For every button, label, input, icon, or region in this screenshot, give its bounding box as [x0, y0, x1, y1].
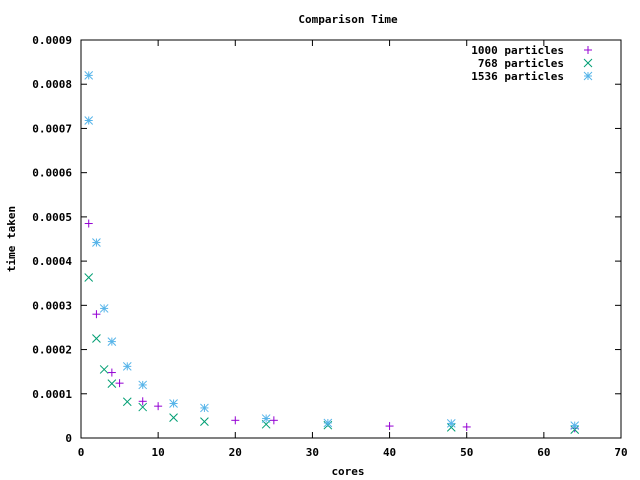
data-point: [84, 273, 94, 282]
data-point-stroke-d2: [200, 417, 209, 426]
x-tick-label: 10: [152, 446, 165, 459]
legend-label: 1000 particles: [471, 44, 564, 57]
data-point-stroke-d2: [84, 116, 94, 125]
data-point: [122, 362, 132, 371]
data-point: [84, 219, 93, 228]
data-point-stroke-d2: [84, 273, 94, 282]
y-tick-label: 0.0003: [32, 299, 72, 312]
data-point: [84, 71, 94, 80]
data-point-stroke-d2: [200, 403, 209, 413]
x-tick-label: 40: [383, 446, 396, 459]
legend-marker: [583, 58, 593, 68]
data-point: [169, 413, 178, 423]
data-point-stroke-d2: [169, 413, 178, 423]
data-point: [570, 421, 580, 430]
data-point-stroke-d2: [261, 414, 271, 423]
data-point-stroke-d2: [92, 334, 101, 343]
data-point-stroke-d2: [84, 71, 94, 80]
data-point: [138, 380, 148, 390]
legend-label: 768 particles: [478, 57, 564, 70]
legend-marker: [583, 71, 593, 81]
legend-marker: [584, 46, 592, 54]
data-point: [138, 397, 147, 406]
y-tick-label: 0.0001: [32, 388, 72, 401]
data-point: [107, 379, 117, 388]
data-point-stroke-d2: [122, 397, 132, 407]
data-point: [200, 417, 209, 426]
legend-label: 1536 particles: [471, 70, 564, 83]
x-tick-label: 30: [306, 446, 319, 459]
data-point: [99, 365, 109, 374]
data-point-stroke-d2: [138, 402, 148, 412]
x-axis: 0 10 20 30 40 50 60 70: [78, 40, 628, 459]
data-point: [138, 402, 148, 412]
legend-marker-stroke-d2: [583, 58, 593, 68]
data-point: [446, 419, 456, 428]
y-tick-label: 0: [65, 432, 72, 445]
x-axis-label: cores: [331, 465, 364, 478]
y-tick-label: 0.0004: [32, 255, 72, 268]
data-point: [261, 414, 271, 423]
y-tick-label: 0.0007: [32, 122, 72, 135]
data-point: [323, 418, 333, 428]
data-point: [462, 422, 471, 431]
data-point: [200, 403, 209, 413]
data-point-stroke-d2: [570, 421, 580, 430]
y-tick-label: 0.0002: [32, 344, 72, 357]
legend-marker-stroke-d2: [583, 71, 593, 81]
data-point-stroke-d2: [99, 304, 109, 313]
data-point: [269, 416, 278, 425]
y-tick-label: 0.0006: [32, 167, 72, 180]
data-point-stroke-d2: [107, 379, 117, 388]
data-point: [169, 399, 178, 408]
data-point: [231, 416, 240, 425]
y-tick-label: 0.0008: [32, 78, 72, 91]
x-tick-label: 0: [78, 446, 85, 459]
data-point: [92, 334, 101, 343]
data-point: [122, 397, 132, 407]
x-tick-label: 70: [614, 446, 627, 459]
y-tick-label: 0.0009: [32, 34, 72, 47]
data-point: [115, 379, 124, 388]
series-0: [84, 219, 579, 433]
series-1: [84, 273, 580, 434]
data-point: [107, 368, 116, 377]
data-point-stroke-d2: [323, 418, 333, 428]
y-axis-label: time taken: [5, 206, 18, 272]
data-point-stroke-d2: [107, 337, 117, 346]
data-point-stroke-d2: [122, 362, 132, 371]
data-point: [84, 116, 94, 125]
data-point-stroke-d2: [138, 380, 148, 390]
data-point-stroke-d2: [99, 365, 109, 374]
x-tick-label: 60: [537, 446, 550, 459]
data-point: [107, 337, 117, 346]
data-point: [92, 310, 101, 319]
series-layer: [84, 71, 580, 434]
y-tick-label: 0.0005: [32, 211, 72, 224]
data-point-stroke-d2: [92, 238, 101, 247]
y-axis: 0 0.0001 0.0002 0.0003 0.0004 0.0005 0.0006 0.0…: [32, 34, 621, 445]
chart-title: Comparison Time: [298, 13, 398, 26]
x-tick-label: 20: [229, 446, 242, 459]
data-point: [99, 304, 109, 313]
data-point: [92, 238, 101, 247]
data-point-stroke-d2: [169, 399, 178, 408]
plot-area-border: [80, 39, 622, 439]
data-point-stroke-d2: [446, 419, 456, 428]
data-point: [385, 422, 394, 431]
series-2: [84, 71, 580, 430]
x-tick-label: 50: [460, 446, 473, 459]
data-point: [154, 402, 163, 411]
